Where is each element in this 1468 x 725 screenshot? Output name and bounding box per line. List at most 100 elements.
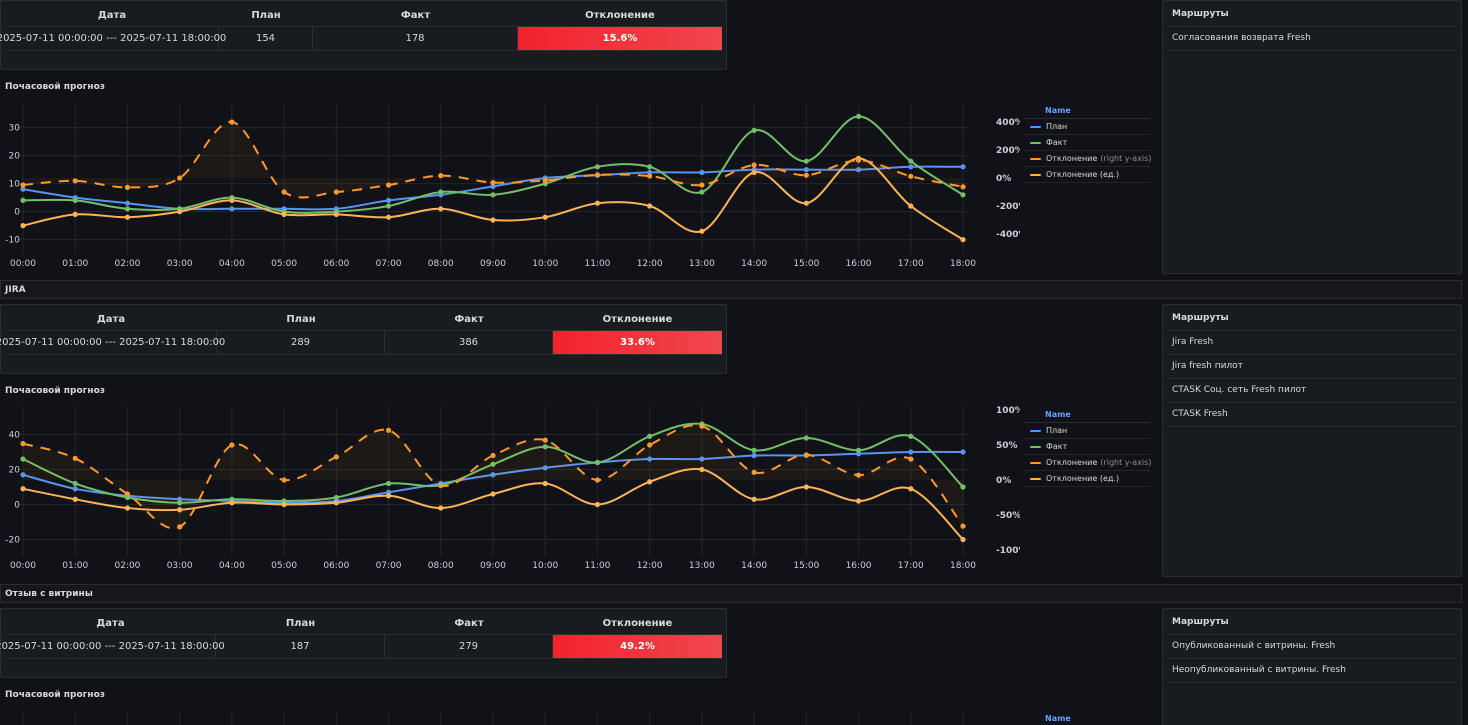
legend-header[interactable]: Name <box>1024 410 1150 423</box>
route-item[interactable]: Опубликованный с витрины. Fresh <box>1167 635 1457 659</box>
data-point[interactable] <box>960 484 966 490</box>
data-point[interactable] <box>751 452 757 459</box>
data-point[interactable] <box>177 507 183 513</box>
data-point[interactable] <box>281 501 287 508</box>
header-deviation[interactable]: Отклонение <box>602 618 673 629</box>
data-point[interactable] <box>855 113 862 119</box>
hourly-forecast-chart-2[interactable]: -20 0 20 40 -100% -50% 0% 50% 100% 00:00 01:00 02:0… <box>0 402 1020 582</box>
data-point[interactable] <box>124 200 131 206</box>
header-fact[interactable]: Факт <box>454 618 484 629</box>
data-point[interactable] <box>385 182 392 188</box>
data-point[interactable] <box>803 158 809 164</box>
data-point[interactable] <box>542 437 548 443</box>
data-point[interactable] <box>229 500 235 506</box>
data-point[interactable] <box>490 180 496 186</box>
data-point[interactable] <box>385 427 392 433</box>
data-point[interactable] <box>855 498 862 504</box>
header-date[interactable]: Дата <box>97 10 127 21</box>
data-point[interactable] <box>333 211 339 217</box>
legend-header[interactable]: Name <box>1045 714 1071 723</box>
data-point[interactable] <box>438 173 444 179</box>
data-point[interactable] <box>20 186 26 192</box>
data-point[interactable] <box>908 158 914 164</box>
header-fact[interactable]: Факт <box>454 314 484 325</box>
data-point[interactable] <box>803 172 809 178</box>
data-point[interactable] <box>960 192 966 198</box>
header-fact[interactable]: Факт <box>400 10 431 21</box>
data-point[interactable] <box>751 169 757 175</box>
data-point[interactable] <box>908 486 914 492</box>
data-point[interactable] <box>490 217 496 223</box>
header-plan[interactable]: План <box>285 618 316 629</box>
data-point[interactable] <box>594 501 601 508</box>
data-point[interactable] <box>960 523 966 529</box>
data-point[interactable] <box>124 214 131 220</box>
data-point[interactable] <box>855 167 862 173</box>
data-point[interactable] <box>647 456 653 462</box>
data-point[interactable] <box>490 183 496 189</box>
data-point[interactable] <box>177 524 183 530</box>
data-point[interactable] <box>72 197 78 203</box>
data-point[interactable] <box>647 479 653 485</box>
data-point[interactable] <box>908 203 914 209</box>
data-point[interactable] <box>647 173 653 179</box>
data-point[interactable] <box>751 496 757 502</box>
data-point[interactable] <box>908 456 914 462</box>
data-point[interactable] <box>72 178 78 184</box>
data-point[interactable] <box>72 211 78 217</box>
data-point[interactable] <box>699 456 705 462</box>
data-point[interactable] <box>751 127 757 133</box>
data-point[interactable] <box>490 491 496 497</box>
data-point[interactable] <box>647 164 653 170</box>
data-point[interactable] <box>385 480 392 487</box>
data-point[interactable] <box>699 169 705 175</box>
data-point[interactable] <box>229 442 235 448</box>
data-point[interactable] <box>229 197 235 203</box>
data-point[interactable] <box>803 484 809 490</box>
data-point[interactable] <box>647 442 653 448</box>
header-date[interactable]: Дата <box>96 618 125 629</box>
section-row-showcase-recall[interactable]: Отзыв с витрины <box>0 584 1462 603</box>
data-point[interactable] <box>177 209 183 215</box>
data-point[interactable] <box>72 480 78 487</box>
data-point[interactable] <box>490 461 496 467</box>
legend-header[interactable]: Name <box>1024 106 1150 119</box>
data-point[interactable] <box>647 169 653 175</box>
legend-item-deviation-units[interactable]: Отклонение (ед.) <box>1024 167 1150 183</box>
data-point[interactable] <box>542 480 548 487</box>
data-point[interactable] <box>751 162 757 168</box>
header-date[interactable]: Дата <box>96 314 126 325</box>
data-point[interactable] <box>333 454 339 460</box>
data-point[interactable] <box>594 172 601 178</box>
data-point[interactable] <box>855 447 862 453</box>
legend-item-fact[interactable]: Факт <box>1024 439 1150 455</box>
route-item[interactable]: Согласования возврата Fresh <box>1167 27 1457 51</box>
data-point[interactable] <box>229 206 235 212</box>
legend-item-deviation-units[interactable]: Отклонение (ед.) <box>1024 471 1150 487</box>
header-plan[interactable]: План <box>251 10 281 21</box>
data-point[interactable] <box>594 477 601 483</box>
data-point[interactable] <box>699 189 705 195</box>
data-point[interactable] <box>908 164 914 170</box>
data-point[interactable] <box>594 164 601 170</box>
data-point[interactable] <box>699 182 705 188</box>
data-point[interactable] <box>751 469 757 475</box>
data-point[interactable] <box>72 455 78 461</box>
data-point[interactable] <box>803 167 809 173</box>
data-point[interactable] <box>960 164 966 170</box>
legend-item-deviation-pct[interactable]: Отклонение (right y-axis) <box>1024 151 1151 167</box>
data-point[interactable] <box>385 197 392 203</box>
data-point[interactable] <box>72 486 78 492</box>
hourly-forecast-chart-3[interactable] <box>0 711 1020 725</box>
data-point[interactable] <box>960 237 966 243</box>
data-point[interactable] <box>908 173 914 179</box>
data-point[interactable] <box>124 505 131 511</box>
legend-item-plan[interactable]: План <box>1024 423 1150 439</box>
route-item[interactable]: Jira Fresh <box>1167 331 1457 355</box>
data-point[interactable] <box>699 423 705 429</box>
data-point[interactable] <box>438 483 444 489</box>
data-point[interactable] <box>385 203 392 209</box>
data-point[interactable] <box>281 189 287 195</box>
legend-item-fact[interactable]: Факт <box>1024 135 1150 151</box>
data-point[interactable] <box>20 456 26 462</box>
